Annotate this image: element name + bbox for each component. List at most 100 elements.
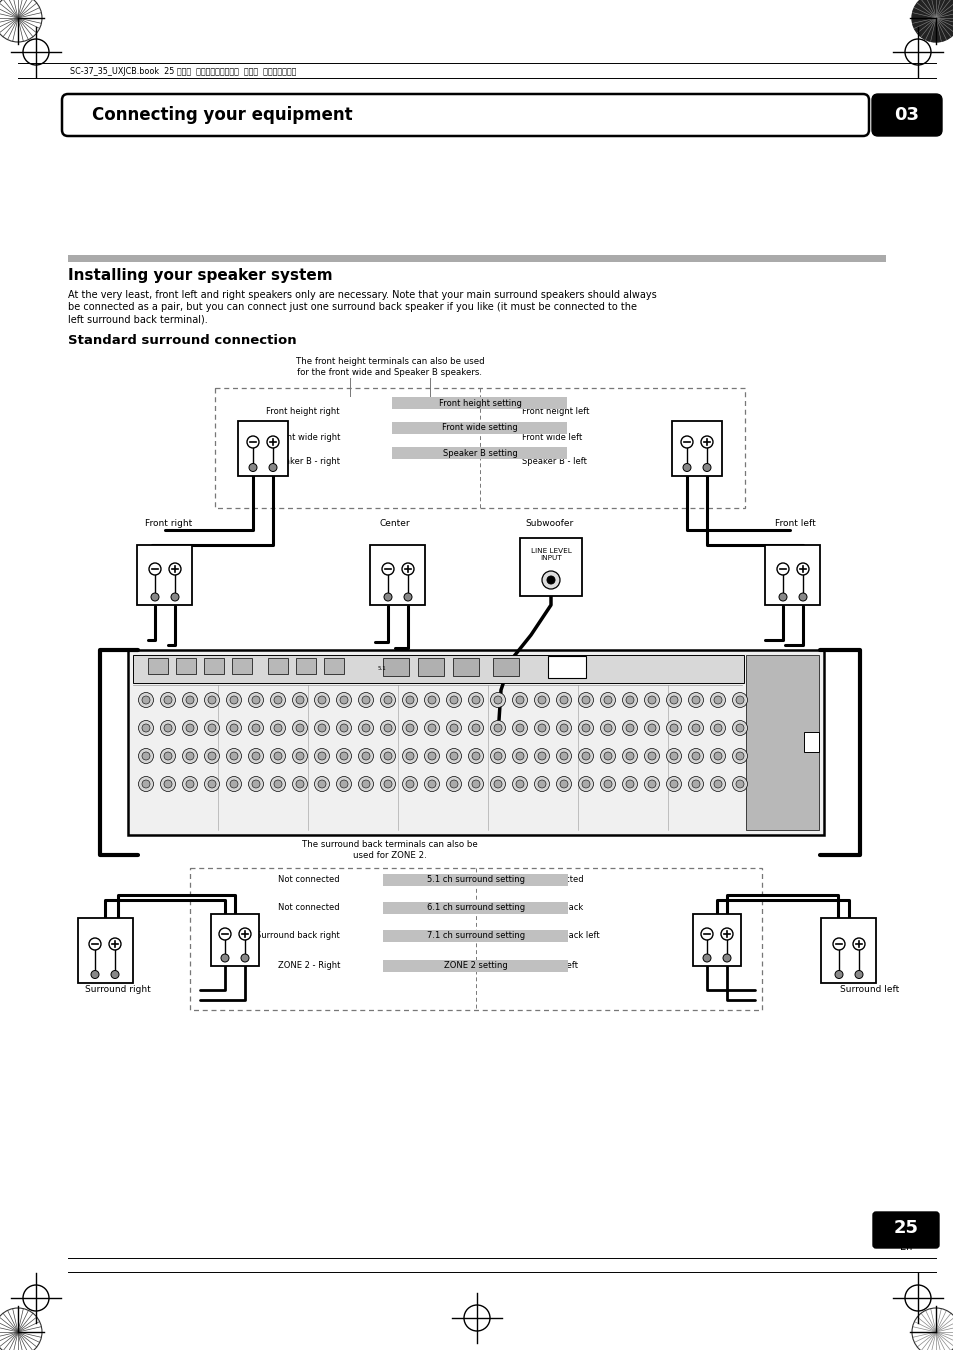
- Circle shape: [546, 576, 555, 585]
- Text: The surround back terminals can also be: The surround back terminals can also be: [302, 840, 477, 849]
- Circle shape: [293, 776, 307, 791]
- Circle shape: [713, 780, 721, 788]
- FancyBboxPatch shape: [871, 95, 941, 136]
- Text: Surround left: Surround left: [840, 986, 899, 994]
- Bar: [392, 423, 567, 433]
- Bar: [190, 868, 761, 1010]
- Text: Center: Center: [379, 518, 410, 528]
- Circle shape: [834, 971, 842, 979]
- Circle shape: [361, 697, 370, 703]
- Circle shape: [468, 693, 483, 707]
- Bar: [382, 657, 409, 676]
- Circle shape: [247, 436, 258, 448]
- Circle shape: [732, 776, 747, 791]
- Circle shape: [559, 780, 567, 788]
- Text: Front right: Front right: [145, 518, 193, 528]
- Circle shape: [603, 697, 612, 703]
- Circle shape: [713, 752, 721, 760]
- Circle shape: [138, 693, 153, 707]
- Circle shape: [682, 463, 690, 471]
- Circle shape: [644, 776, 659, 791]
- Circle shape: [182, 748, 197, 764]
- Circle shape: [380, 693, 395, 707]
- Circle shape: [512, 693, 527, 707]
- Bar: [671, 420, 721, 475]
- Circle shape: [516, 697, 523, 703]
- Text: 25: 25: [893, 1219, 918, 1237]
- Circle shape: [556, 721, 571, 736]
- Text: Front wide left: Front wide left: [521, 432, 581, 441]
- Circle shape: [138, 748, 153, 764]
- Circle shape: [314, 776, 329, 791]
- Circle shape: [186, 724, 193, 732]
- Circle shape: [339, 724, 348, 732]
- Circle shape: [446, 693, 461, 707]
- Text: SC-37_35_UXJCB.book  25 ページ  ２０１０年３月９日  火曜日  午前９時３２分: SC-37_35_UXJCB.book 25 ページ ２０１０年３月９日 火曜日…: [70, 66, 296, 76]
- Circle shape: [666, 776, 680, 791]
- Circle shape: [581, 697, 589, 703]
- Text: ZONE 2 setting: ZONE 2 setting: [444, 961, 507, 971]
- Bar: [803, 732, 818, 752]
- Circle shape: [271, 693, 285, 707]
- Bar: [128, 649, 823, 836]
- Circle shape: [384, 697, 392, 703]
- Circle shape: [204, 693, 219, 707]
- Circle shape: [428, 752, 436, 760]
- Circle shape: [534, 721, 549, 736]
- Text: Not connected: Not connected: [521, 876, 583, 884]
- Circle shape: [494, 697, 501, 703]
- Circle shape: [559, 752, 567, 760]
- Circle shape: [691, 752, 700, 760]
- Circle shape: [512, 776, 527, 791]
- Circle shape: [226, 693, 241, 707]
- Circle shape: [182, 693, 197, 707]
- Circle shape: [599, 748, 615, 764]
- Circle shape: [669, 752, 678, 760]
- Circle shape: [361, 752, 370, 760]
- Circle shape: [666, 748, 680, 764]
- Circle shape: [735, 752, 743, 760]
- Circle shape: [424, 721, 439, 736]
- Bar: [132, 655, 743, 683]
- Circle shape: [702, 954, 710, 963]
- Circle shape: [204, 748, 219, 764]
- Circle shape: [248, 721, 263, 736]
- Text: Speaker B - right: Speaker B - right: [269, 458, 339, 467]
- Circle shape: [314, 693, 329, 707]
- Circle shape: [239, 927, 251, 940]
- Circle shape: [230, 697, 237, 703]
- Circle shape: [142, 724, 150, 732]
- Text: left surround back terminal).: left surround back terminal).: [68, 315, 208, 324]
- Circle shape: [295, 752, 304, 760]
- Circle shape: [138, 776, 153, 791]
- Text: 5.1: 5.1: [377, 667, 386, 671]
- Circle shape: [599, 693, 615, 707]
- Bar: [392, 447, 567, 459]
- Circle shape: [494, 752, 501, 760]
- Circle shape: [691, 697, 700, 703]
- Circle shape: [446, 721, 461, 736]
- Circle shape: [680, 436, 692, 448]
- Circle shape: [226, 776, 241, 791]
- Circle shape: [249, 463, 256, 471]
- Circle shape: [669, 780, 678, 788]
- Circle shape: [468, 776, 483, 791]
- Circle shape: [494, 780, 501, 788]
- Circle shape: [361, 780, 370, 788]
- Text: Not connected: Not connected: [278, 903, 339, 913]
- Circle shape: [336, 776, 351, 791]
- Circle shape: [164, 780, 172, 788]
- Circle shape: [735, 724, 743, 732]
- Circle shape: [625, 752, 634, 760]
- Circle shape: [735, 780, 743, 788]
- Circle shape: [799, 593, 806, 601]
- Bar: [214, 387, 744, 508]
- Circle shape: [428, 780, 436, 788]
- Bar: [232, 657, 252, 674]
- Circle shape: [317, 697, 326, 703]
- Circle shape: [541, 571, 559, 589]
- Circle shape: [252, 697, 260, 703]
- Bar: [821, 918, 876, 983]
- Circle shape: [468, 721, 483, 736]
- Circle shape: [336, 721, 351, 736]
